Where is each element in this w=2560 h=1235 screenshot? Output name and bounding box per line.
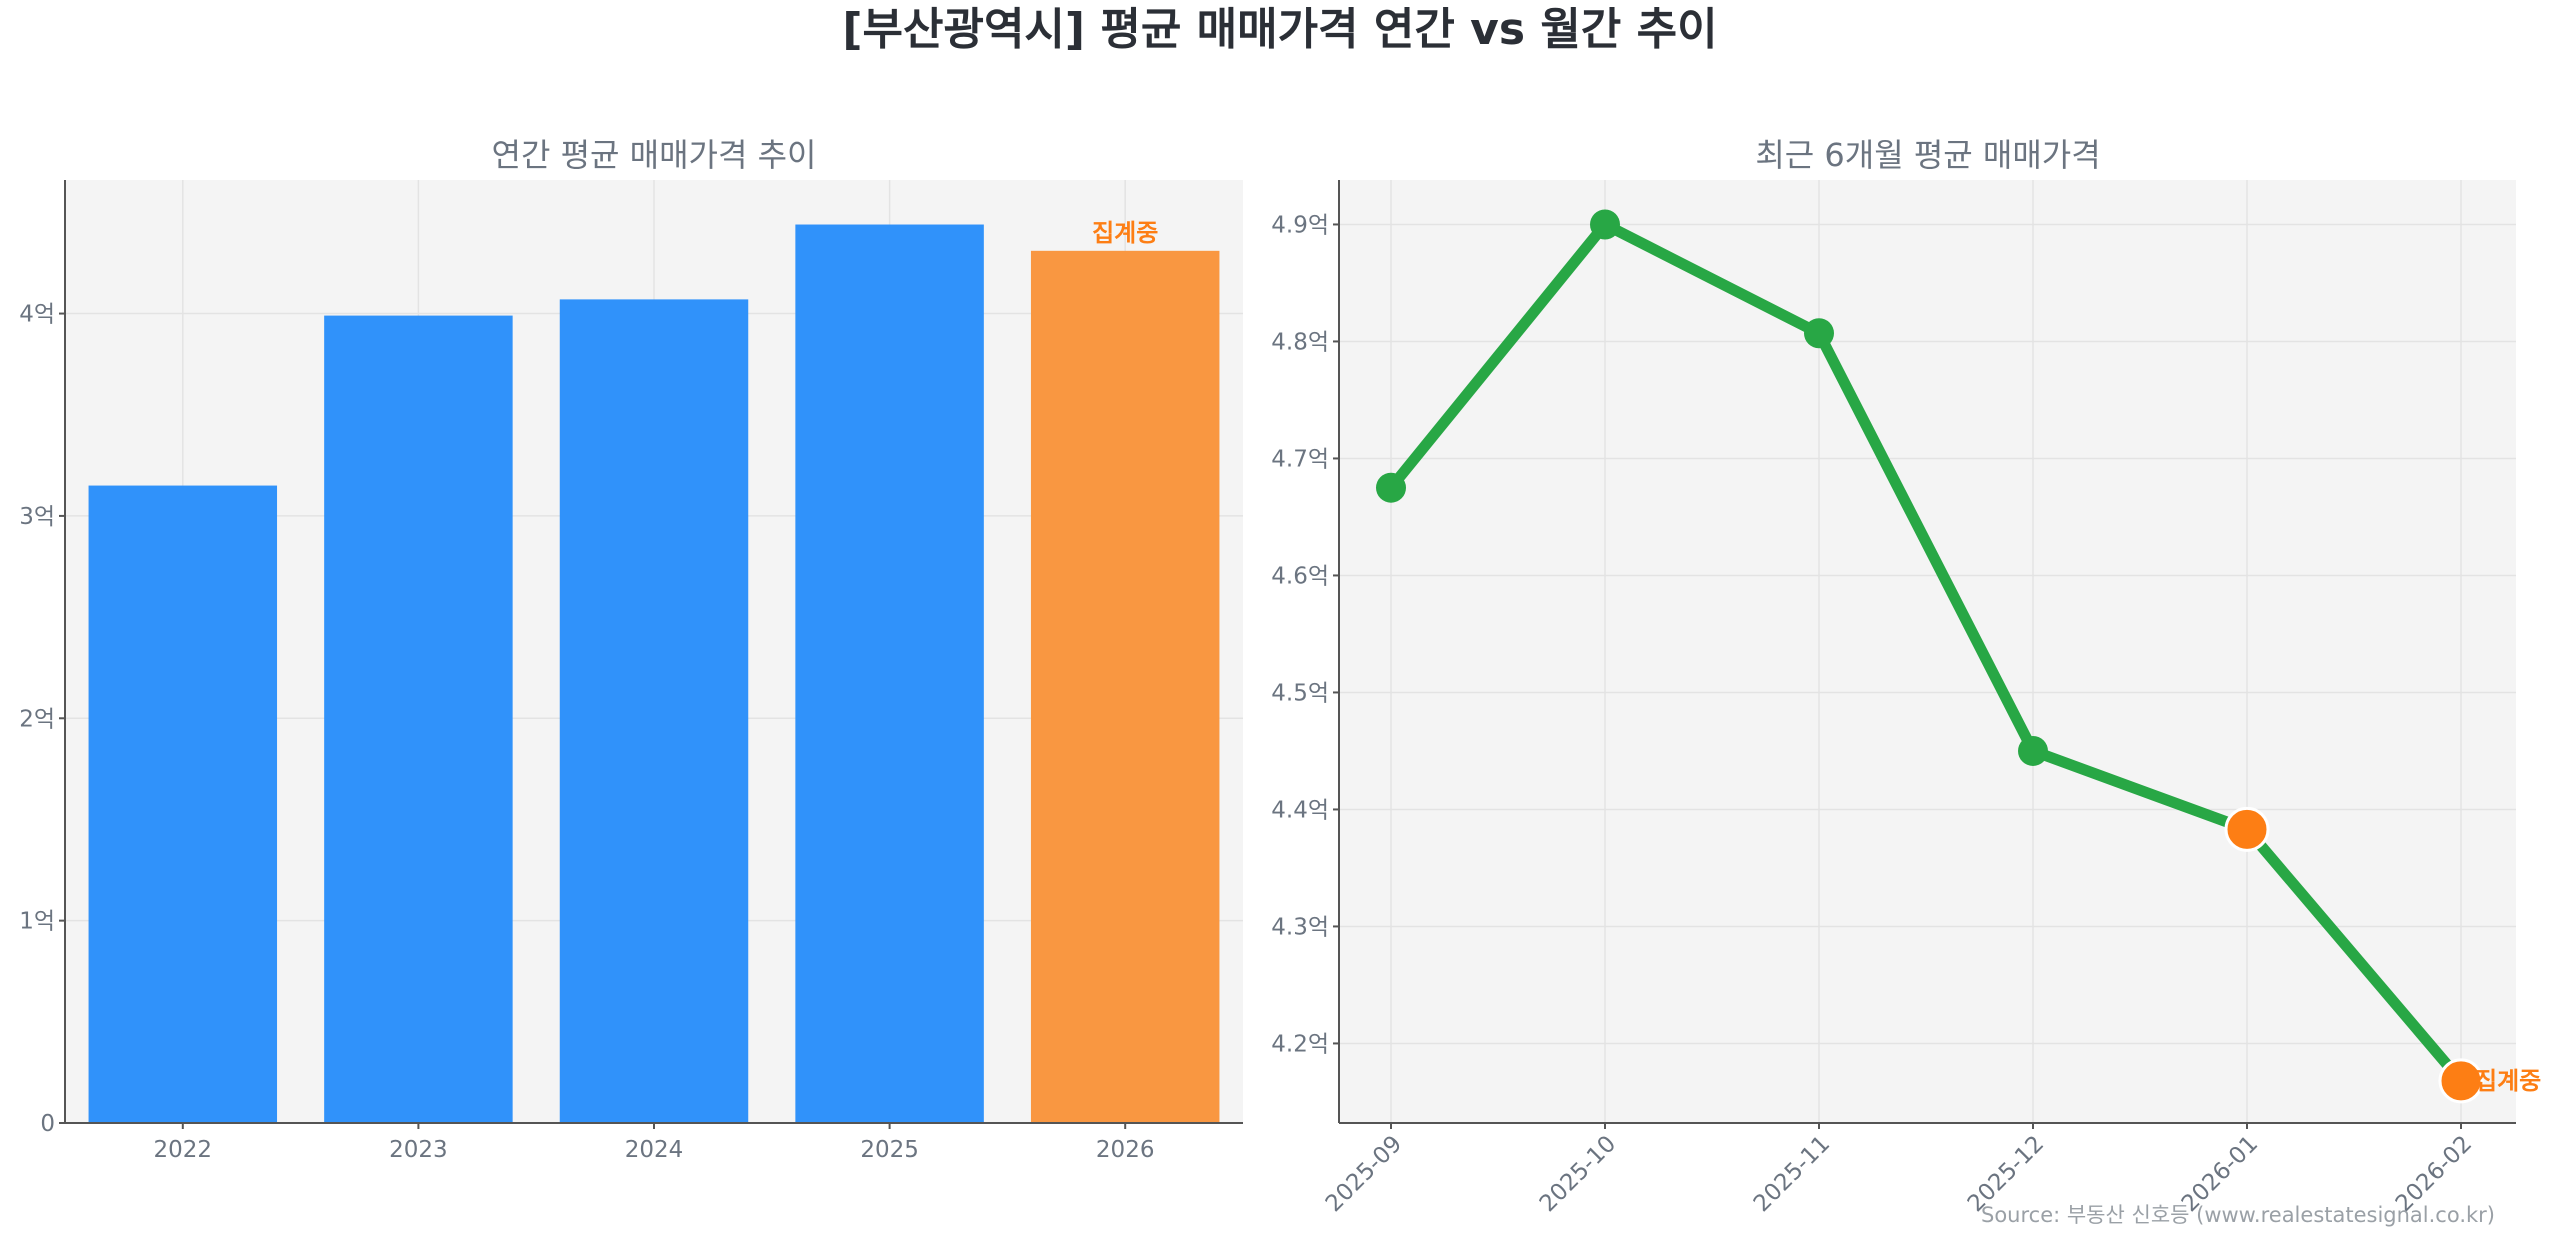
figure-title: [부산광역시] 평균 매매가격 연간 vs 월간 추이 bbox=[842, 4, 1717, 55]
data-point-2025-09 bbox=[1376, 472, 1406, 503]
annual-chart-title: 연간 평균 매매가격 추이 bbox=[492, 136, 817, 174]
monthly-chart-title: 최근 6개월 평균 매매가격 bbox=[1755, 136, 2100, 174]
x-tick-label: 2025 bbox=[860, 1137, 919, 1163]
source-text: Source: 부동산 신호등 (www.realestatesignal.co… bbox=[1981, 1203, 2495, 1227]
y-tick-label: 4.7억 bbox=[1271, 446, 1329, 472]
in-progress-label: 집계중 bbox=[1092, 219, 1158, 247]
y-tick-label: 4억 bbox=[19, 302, 55, 328]
data-point-2025-11 bbox=[1804, 318, 1834, 349]
data-point-2026-01 bbox=[2224, 806, 2270, 852]
y-tick-label: 4.9억 bbox=[1271, 212, 1329, 238]
x-tick-label: 2022 bbox=[154, 1137, 213, 1163]
y-tick-label: 4.2억 bbox=[1271, 1031, 1329, 1057]
data-point-2025-10 bbox=[1590, 209, 1620, 240]
bar-2025 bbox=[795, 224, 984, 1124]
x-tick-label: 2025-09 bbox=[1321, 1131, 1407, 1217]
annual-bar-chart: 연간 평균 매매가격 추이 0 1억 2억 3억 4억 2022 2023 2024 2025 2… bbox=[19, 136, 1243, 1163]
y-tick-label: 4.6억 bbox=[1271, 563, 1329, 589]
x-tick-label: 2026 bbox=[1096, 1137, 1155, 1163]
in-progress-label: 집계중 bbox=[2475, 1067, 2541, 1095]
y-tick-label: 4.4억 bbox=[1271, 797, 1329, 823]
bar-2023 bbox=[324, 315, 513, 1123]
bar-2022 bbox=[88, 485, 278, 1123]
plot-background bbox=[1339, 180, 2516, 1123]
monthly-line-chart: 최근 6개월 평균 매매가격 2025-09 2025-10 2025-11 2025… bbox=[1271, 136, 2541, 1217]
y-tick-label: 4.3억 bbox=[1271, 914, 1329, 940]
x-tick-label: 2025-11 bbox=[1749, 1131, 1835, 1217]
data-point-2025-12 bbox=[2018, 735, 2048, 766]
y-tick-label: 4.8억 bbox=[1271, 329, 1329, 355]
y-tick-label: 0 bbox=[40, 1111, 55, 1137]
bar-2026 bbox=[1030, 250, 1220, 1124]
x-tick-label: 2023 bbox=[389, 1137, 448, 1163]
y-tick-label: 2억 bbox=[19, 706, 55, 732]
price-line bbox=[1386, 218, 2466, 1085]
y-tick-label: 4.5억 bbox=[1271, 680, 1329, 706]
y-tick-label: 3억 bbox=[19, 504, 55, 530]
y-tick-label: 1억 bbox=[19, 909, 55, 935]
x-tick-label: 2025-10 bbox=[1535, 1131, 1621, 1217]
x-tick-label: 2024 bbox=[625, 1137, 684, 1163]
data-point-2026-02 bbox=[2438, 1058, 2484, 1104]
bar-2024 bbox=[559, 299, 749, 1123]
